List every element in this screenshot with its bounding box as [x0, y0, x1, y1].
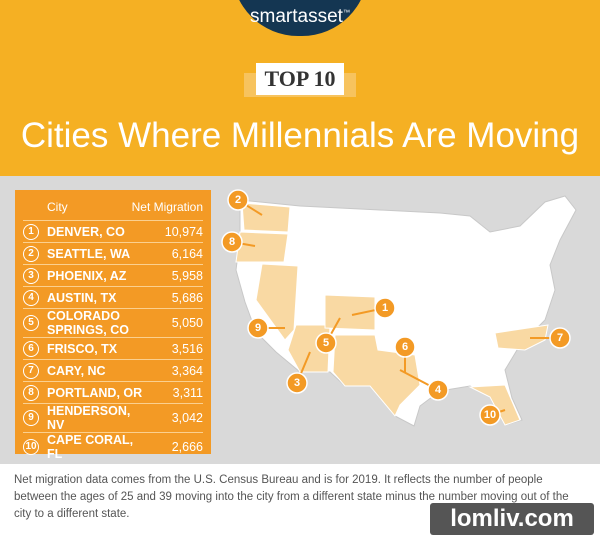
ranking-table: City Net Migration 1 DENVER, CO 10,974 2 SEAT…	[15, 190, 211, 461]
net-migration: 5,686	[171, 290, 203, 305]
city: FRISCO, TX	[47, 341, 118, 356]
marker	[286, 372, 308, 394]
city: CARY, NC	[47, 363, 106, 378]
city: AUSTIN, TX	[47, 290, 117, 305]
marker	[315, 332, 337, 354]
table-row: 3 PHOENIX, AZ 5,958	[23, 264, 203, 286]
rank: 2	[23, 245, 39, 262]
table-row: 1 DENVER, CO 10,974	[23, 220, 203, 242]
city: HENDERSON, NV	[47, 404, 131, 432]
rank: 9	[23, 410, 39, 426]
column-header: Net Migration	[131, 200, 203, 214]
rank: 6	[23, 340, 39, 357]
watermark: lomliv.com	[430, 503, 594, 535]
marker-label: 4	[435, 384, 442, 396]
marker-label: 10	[484, 409, 496, 421]
city: COLORADO SPRINGS, CO	[47, 309, 129, 337]
net-migration: 2,666	[171, 440, 203, 454]
marker-label: 9	[255, 322, 261, 334]
marker-label: 5	[323, 337, 329, 349]
marker	[479, 404, 501, 426]
net-migration: 5,958	[171, 268, 203, 283]
badge: TOP 10	[256, 63, 344, 95]
rank: 7	[23, 362, 39, 379]
rank: 4	[23, 289, 39, 306]
column-header: City	[47, 200, 68, 214]
marker	[227, 189, 249, 211]
marker	[394, 336, 416, 358]
marker	[374, 297, 396, 319]
table-row: 6 FRISCO, TX 3,516	[23, 337, 203, 359]
marker-label: 2	[235, 194, 241, 206]
marker	[427, 379, 449, 401]
marker-label: 1	[382, 302, 388, 314]
table-row: 5 COLORADO SPRINGS, CO 5,050	[23, 308, 203, 337]
rank: 8	[23, 384, 39, 401]
marker	[549, 327, 571, 349]
trademark: ™	[342, 9, 350, 17]
table-row: 2 SEATTLE, WA 6,164	[23, 242, 203, 264]
us-map: 1 2 3 4 5 6 7 8 9 10	[221, 189, 577, 427]
brand: smartasset	[250, 6, 343, 27]
city: CAPE CORAL, FL	[47, 433, 134, 461]
city: PORTLAND, OR	[47, 385, 143, 400]
table-header: City Net Migration	[23, 200, 203, 220]
net-migration: 3,364	[171, 363, 203, 378]
rank: 5	[23, 315, 39, 331]
city: DENVER, CO	[47, 224, 125, 239]
footnote: Net migration data comes from the U.S. C…	[0, 464, 600, 539]
table-row: 10 CAPE CORAL, FL 2,666	[23, 432, 203, 461]
marker-label: 6	[402, 341, 408, 353]
rank: 10	[23, 439, 39, 455]
rank: 3	[23, 267, 39, 284]
rank: 1	[23, 223, 39, 240]
title: Cities Where Millennials Are Moving	[20, 116, 580, 155]
marker-label: 7	[557, 332, 563, 344]
marker-label: 8	[229, 236, 235, 248]
city: SEATTLE, WA	[47, 246, 131, 261]
net-migration: 3,311	[172, 385, 203, 400]
net-migration: 10,974	[164, 224, 203, 239]
city: PHOENIX, AZ	[47, 268, 127, 283]
table-row: 8 PORTLAND, OR 3,311	[23, 381, 203, 403]
marker-label: 3	[294, 377, 300, 389]
marker	[221, 231, 243, 253]
marker	[247, 317, 269, 339]
table-row: 4 AUSTIN, TX 5,686	[23, 286, 203, 308]
net-migration: 3,042	[171, 411, 203, 425]
net-migration: 5,050	[171, 316, 203, 330]
table-row: 9 HENDERSON, NV 3,042	[23, 403, 203, 432]
table-row: 7 CARY, NC 3,364	[23, 359, 203, 381]
net-migration: 6,164	[171, 246, 203, 261]
net-migration: 3,516	[171, 341, 203, 356]
